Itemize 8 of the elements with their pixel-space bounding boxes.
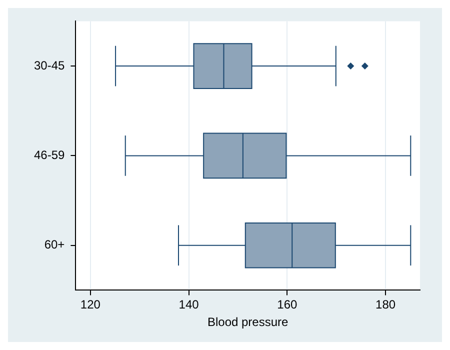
x-tick-label: 160	[277, 298, 298, 312]
y-tick-label: 46-59	[34, 148, 66, 162]
x-tick-label: 140	[178, 298, 200, 312]
y-tick-label: 30-45	[34, 58, 66, 72]
x-axis-title: Blood pressure	[207, 315, 289, 330]
y-tick-label: 60+	[44, 238, 65, 252]
x-tick-label: 180	[376, 298, 396, 312]
x-tick-label: 120	[80, 298, 101, 312]
